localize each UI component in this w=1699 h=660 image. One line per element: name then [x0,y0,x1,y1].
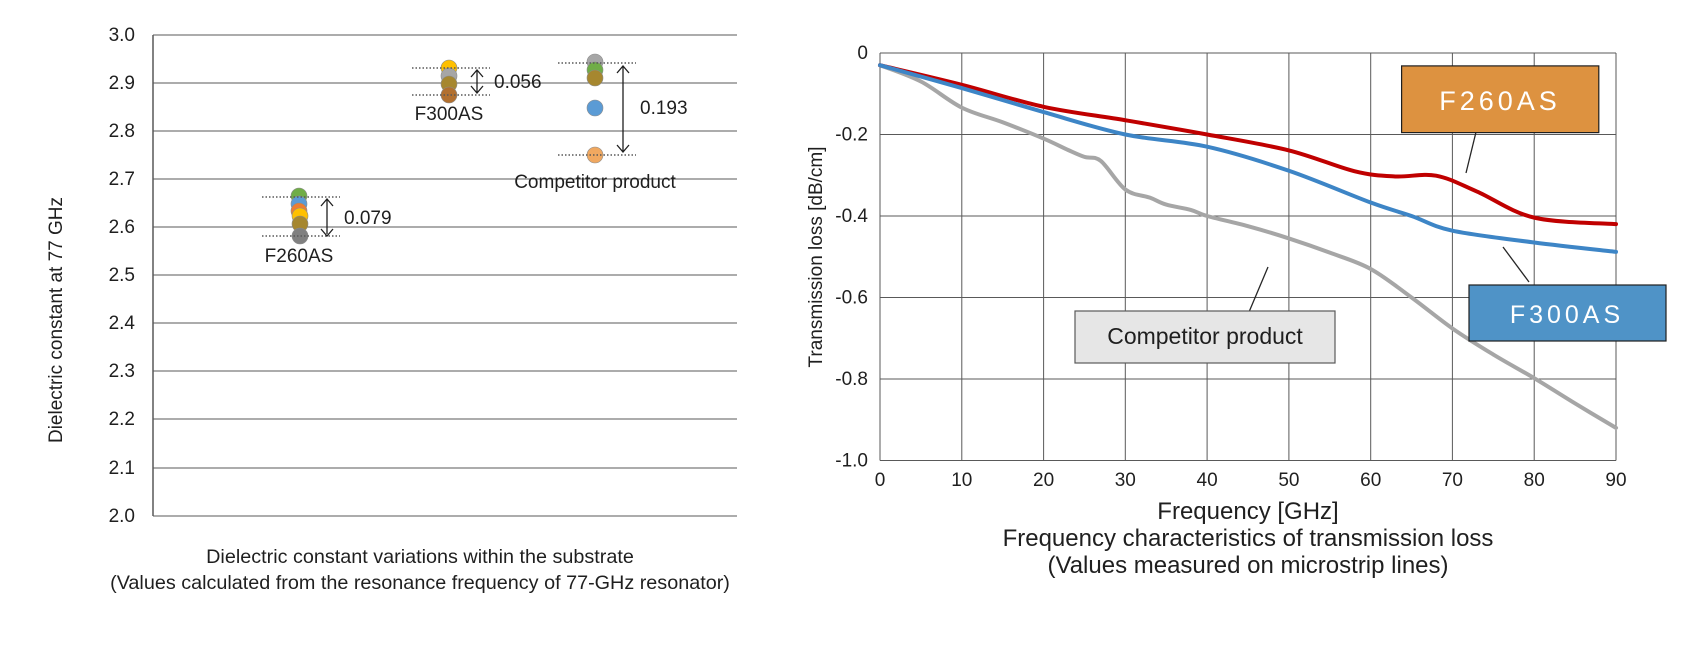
svg-text:0.079: 0.079 [344,208,392,229]
svg-text:2.4: 2.4 [109,313,136,334]
svg-text:2.2: 2.2 [109,409,135,430]
svg-text:Frequency [GHz]: Frequency [GHz] [1157,498,1338,525]
svg-text:Competitor product: Competitor product [514,172,676,193]
svg-text:20: 20 [1033,470,1054,491]
svg-text:2.8: 2.8 [109,121,135,142]
svg-text:2.7: 2.7 [109,169,135,190]
svg-text:F260AS: F260AS [1439,86,1561,116]
svg-text:F260AS: F260AS [265,246,334,267]
svg-text:30: 30 [1115,470,1136,491]
svg-text:2.3: 2.3 [109,361,135,382]
svg-text:Competitor product: Competitor product [1107,323,1303,349]
svg-text:90: 90 [1605,470,1626,491]
svg-text:60: 60 [1360,470,1381,491]
svg-text:-1.0: -1.0 [835,451,868,472]
svg-text:Dielectric constant at 77 GHz: Dielectric constant at 77 GHz [46,197,67,443]
svg-text:0.056: 0.056 [494,72,542,93]
svg-text:50: 50 [1278,470,1299,491]
svg-text:2.0: 2.0 [109,506,135,527]
svg-text:-0.6: -0.6 [835,288,868,309]
svg-text:F300AS: F300AS [1510,301,1624,329]
svg-text:0.193: 0.193 [640,98,688,119]
svg-text:2.9: 2.9 [109,73,135,94]
svg-text:80: 80 [1524,470,1545,491]
svg-text:Dielectric constant variations: Dielectric constant variations within th… [206,546,634,568]
svg-text:-0.8: -0.8 [835,369,868,390]
svg-text:F300AS: F300AS [415,104,484,125]
svg-text:-0.4: -0.4 [835,206,868,227]
svg-text:2.5: 2.5 [109,265,135,286]
svg-text:2.6: 2.6 [109,217,135,238]
svg-text:Frequency characteristics of t: Frequency characteristics of transmissio… [1003,525,1494,552]
svg-text:2.1: 2.1 [109,458,135,479]
svg-text:0: 0 [875,470,886,491]
svg-text:Transmission loss [dB/cm]: Transmission loss [dB/cm] [806,146,827,367]
svg-text:(Values calculated from the re: (Values calculated from the resonance fr… [110,572,730,594]
svg-text:40: 40 [1197,470,1218,491]
svg-text:-0.2: -0.2 [835,125,868,146]
svg-text:70: 70 [1442,470,1463,491]
svg-text:3.0: 3.0 [109,25,135,46]
svg-text:(Values measured on microstrip: (Values measured on microstrip lines) [1047,552,1448,579]
svg-text:10: 10 [951,470,972,491]
svg-text:0: 0 [857,43,868,64]
